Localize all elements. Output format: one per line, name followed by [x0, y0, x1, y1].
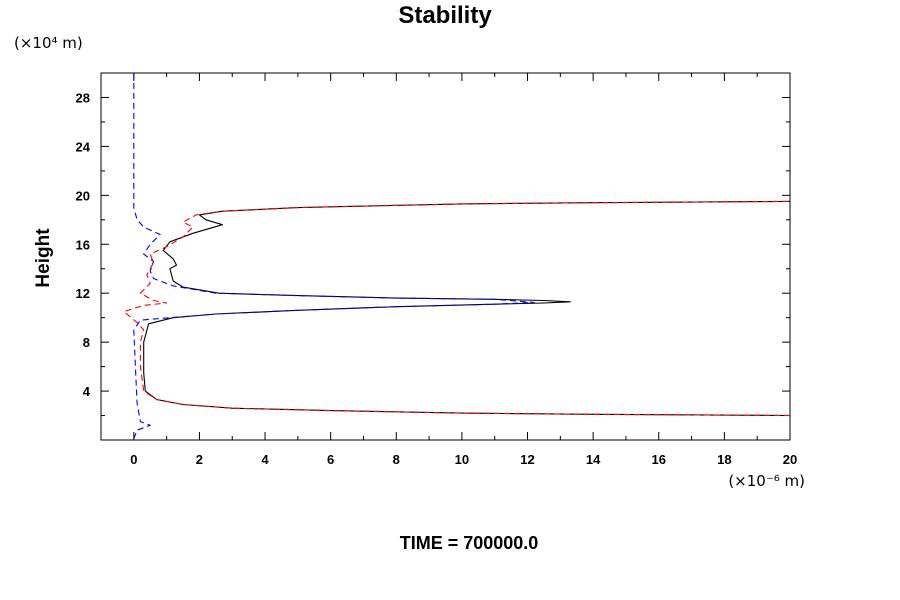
y-tick-label: 20 [76, 188, 90, 203]
x-tick-label: 20 [783, 452, 797, 467]
x-tick-label: 6 [327, 452, 334, 467]
y-tick-label: 24 [76, 139, 91, 154]
series-line-red [123, 200, 791, 417]
x-tick-label: 14 [586, 452, 601, 467]
series-group [123, 73, 791, 439]
y-axis-label: Height [33, 228, 54, 288]
x-tick-label: 16 [652, 452, 666, 467]
series-line-blue [133, 73, 535, 439]
x-tick-label: 10 [455, 452, 469, 467]
axis-ticks [100, 72, 791, 440]
y-tick-label: 8 [83, 335, 90, 350]
y-tick-labels: 4 8 12 16 20 24 28 [76, 90, 91, 399]
y-tick-label: 16 [76, 237, 90, 252]
x-tick-label: 0 [130, 452, 137, 467]
chart-title: Stability [398, 2, 492, 29]
series-line-black [143, 200, 791, 417]
plot-frame [100, 72, 791, 441]
y-tick-label: 28 [76, 90, 90, 105]
y-unit-label: (×10⁴ m) [14, 34, 83, 52]
x-tick-labels: 0 2 4 6 8 10 12 14 16 18 20 [130, 452, 797, 467]
x-tick-label: 12 [520, 452, 534, 467]
x-unit-label: (×10⁻⁶ m) [728, 472, 805, 490]
x-tick-label: 18 [717, 452, 731, 467]
time-label: TIME = 700000.0 [400, 533, 539, 553]
x-tick-label: 2 [196, 452, 203, 467]
y-tick-label: 4 [83, 384, 91, 399]
y-tick-label: 12 [76, 286, 90, 301]
x-tick-label: 4 [261, 452, 269, 467]
x-tick-label: 8 [393, 452, 400, 467]
